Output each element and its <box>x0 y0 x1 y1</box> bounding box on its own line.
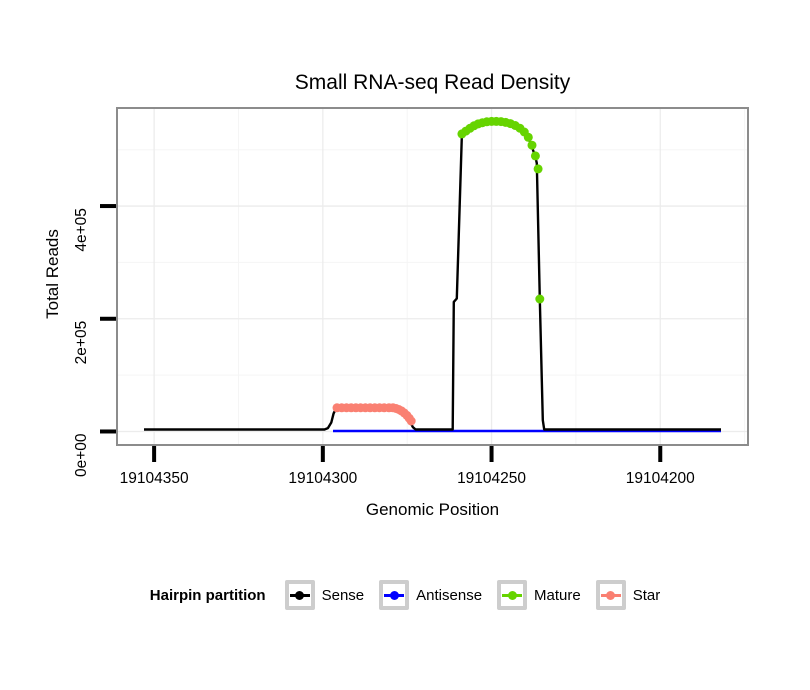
x-tick-label: 19104350 <box>120 470 189 487</box>
antisense-key-icon <box>379 580 410 610</box>
series-mature-point <box>523 132 533 142</box>
series-mature-point <box>527 140 537 150</box>
series-mature-point <box>535 294 545 304</box>
y-tick-label: 2e+05 <box>73 321 90 365</box>
sense-key-icon <box>284 580 315 610</box>
series-star-point <box>406 416 416 426</box>
legend-title: Hairpin partition <box>149 586 266 604</box>
y-tick-label: 0e+00 <box>73 433 90 477</box>
x-tick-label: 19104300 <box>288 470 357 487</box>
panel-background <box>117 108 748 445</box>
legend-label-antisense: Antisense <box>416 586 483 604</box>
legend-item-sense: Sense <box>284 580 365 610</box>
chart-title: Small RNA-seq Read Density <box>294 71 571 94</box>
x-tick-label: 19104250 <box>457 470 526 487</box>
legend-label-sense: Sense <box>321 586 365 604</box>
legend-label-star: Star <box>632 586 661 604</box>
series-mature-point <box>530 151 540 161</box>
legend-item-mature: Mature <box>497 580 581 610</box>
mature-key-icon <box>497 580 528 610</box>
series-mature-point <box>533 164 543 174</box>
legend-label-mature: Mature <box>534 586 581 604</box>
panel-border <box>116 107 749 446</box>
x-tick-label: 19104200 <box>626 470 695 487</box>
legend-item-star: Star <box>595 580 661 610</box>
legend: Hairpin partition Sense Antisense Mature… <box>0 580 810 610</box>
x-axis-title: Genomic Position <box>365 500 500 519</box>
legend-item-antisense: Antisense <box>379 580 482 610</box>
y-axis-title: Total Reads <box>43 229 62 319</box>
star-key-icon <box>595 580 626 610</box>
y-tick-label: 4e+05 <box>73 208 90 252</box>
